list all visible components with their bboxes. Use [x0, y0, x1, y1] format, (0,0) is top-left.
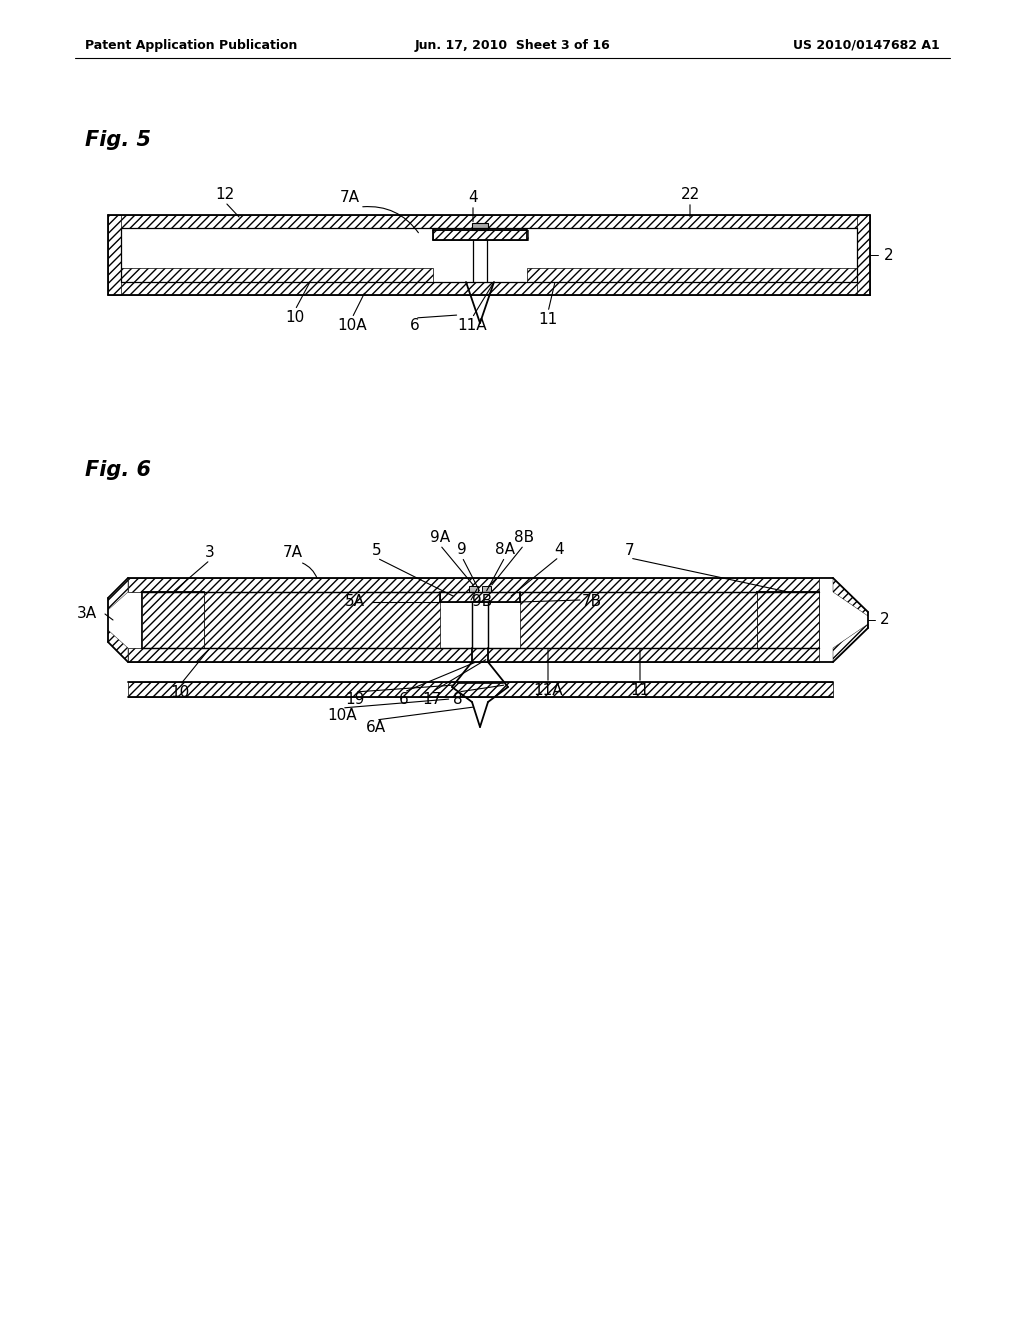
Bar: [757, 591, 819, 648]
Bar: [440, 591, 520, 602]
Bar: [433, 230, 528, 240]
Text: 11: 11: [539, 312, 558, 327]
Text: 8A: 8A: [495, 543, 515, 557]
Text: 10A: 10A: [328, 708, 356, 723]
Bar: [128, 682, 833, 697]
Bar: [108, 215, 870, 228]
Text: 8: 8: [454, 692, 463, 708]
Text: 10: 10: [286, 310, 304, 325]
Bar: [108, 215, 121, 294]
Text: US 2010/0147682 A1: US 2010/0147682 A1: [794, 38, 940, 51]
Text: 19: 19: [345, 692, 365, 708]
Bar: [142, 591, 204, 648]
Bar: [142, 591, 204, 648]
Bar: [757, 591, 819, 648]
Bar: [128, 648, 819, 663]
Text: 7A: 7A: [283, 545, 303, 560]
Polygon shape: [108, 630, 128, 663]
Text: 3: 3: [205, 545, 215, 560]
Text: 7: 7: [626, 543, 635, 558]
Bar: [121, 268, 433, 282]
Text: 9B: 9B: [472, 594, 493, 610]
Bar: [472, 223, 488, 230]
Text: 22: 22: [680, 187, 699, 202]
Text: 11A: 11A: [534, 682, 563, 698]
Bar: [469, 586, 478, 591]
Text: 12: 12: [215, 187, 234, 202]
Bar: [857, 215, 870, 294]
Bar: [128, 578, 819, 591]
Polygon shape: [833, 624, 868, 663]
Text: 11: 11: [631, 682, 649, 698]
Bar: [108, 282, 870, 294]
Text: 2: 2: [884, 248, 894, 263]
Text: 17: 17: [422, 692, 441, 708]
Text: 2: 2: [880, 612, 890, 627]
Text: 4: 4: [468, 190, 478, 205]
Text: 10A: 10A: [337, 318, 367, 333]
Bar: [520, 591, 757, 648]
Text: Jun. 17, 2010  Sheet 3 of 16: Jun. 17, 2010 Sheet 3 of 16: [414, 38, 610, 51]
Text: 9A: 9A: [430, 531, 451, 545]
Text: Fig. 6: Fig. 6: [85, 459, 151, 480]
Text: 3A: 3A: [77, 606, 97, 622]
Text: 5A: 5A: [345, 594, 365, 610]
Polygon shape: [108, 578, 128, 610]
Text: 4: 4: [554, 543, 564, 557]
Text: 6A: 6A: [366, 719, 386, 735]
Polygon shape: [833, 578, 868, 616]
Text: 10: 10: [170, 685, 189, 700]
Text: 7B: 7B: [582, 594, 602, 610]
Bar: [527, 268, 857, 282]
Text: 7A: 7A: [340, 190, 360, 205]
Text: Fig. 5: Fig. 5: [85, 129, 151, 150]
Text: 6: 6: [411, 318, 420, 333]
Bar: [482, 586, 490, 591]
Bar: [204, 591, 440, 648]
Text: Patent Application Publication: Patent Application Publication: [85, 38, 297, 51]
Text: 11A: 11A: [457, 318, 486, 333]
Text: 9: 9: [457, 543, 467, 557]
Text: 8B: 8B: [514, 531, 535, 545]
Text: 5: 5: [372, 543, 382, 558]
Text: 6: 6: [399, 692, 409, 708]
